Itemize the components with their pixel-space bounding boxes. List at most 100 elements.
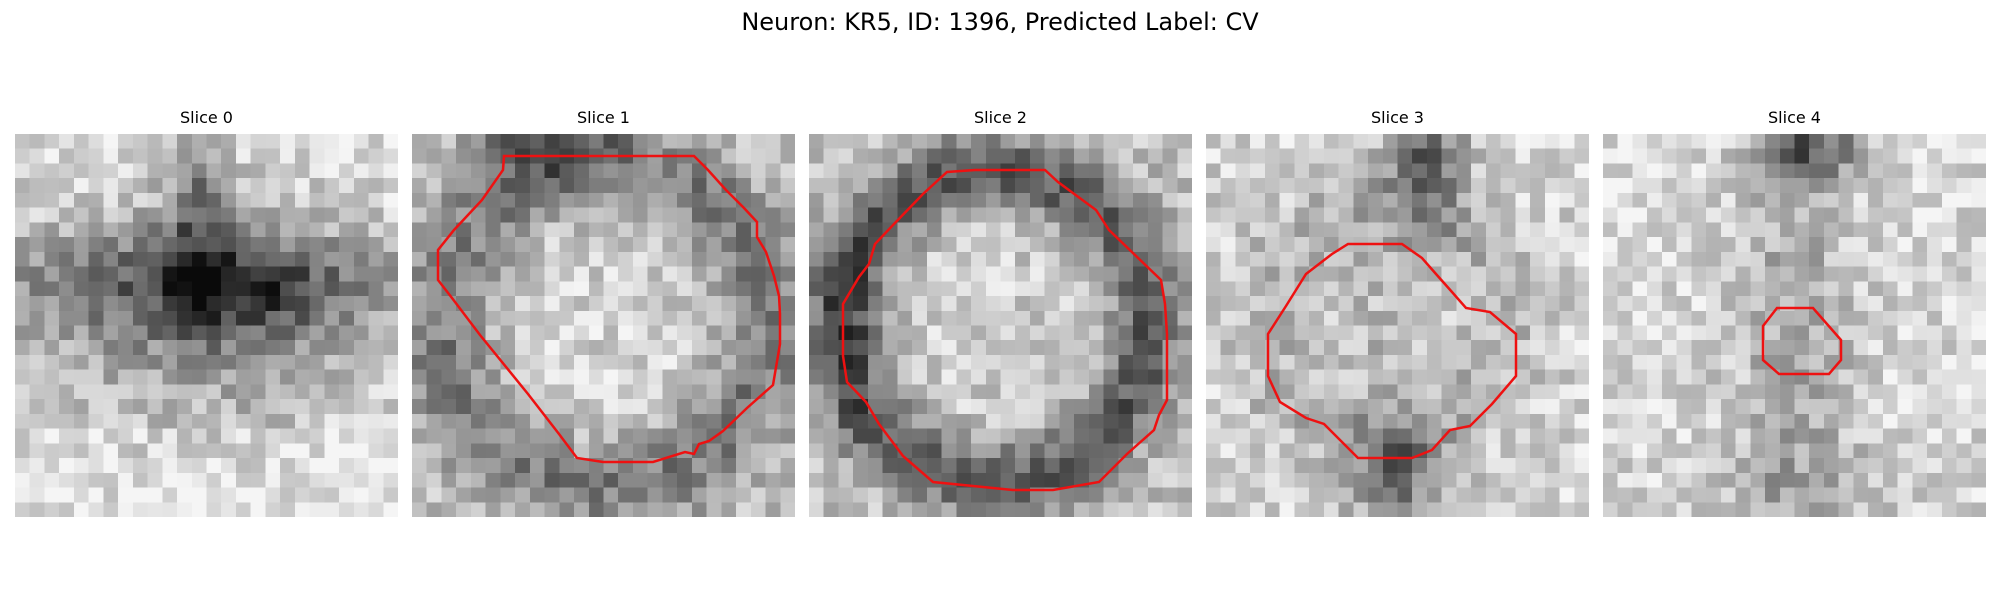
image-pixel [1456, 208, 1471, 223]
image-pixel [1765, 326, 1780, 341]
image-pixel [1603, 237, 1618, 252]
image-pixel [1206, 296, 1221, 311]
image-pixel [1412, 193, 1427, 208]
image-pixel [633, 326, 648, 341]
image-pixel [942, 488, 957, 503]
image-pixel [1691, 370, 1706, 385]
image-pixel [1618, 355, 1633, 370]
image-pixel [30, 267, 45, 282]
image-pixel [1486, 443, 1501, 458]
image-pixel [912, 414, 927, 429]
image-pixel [1721, 488, 1736, 503]
image-pixel [1780, 443, 1795, 458]
image-pixel [118, 311, 133, 326]
image-pixel [1824, 193, 1839, 208]
image-pixel [1339, 252, 1354, 267]
image-pixel [162, 488, 177, 503]
image-pixel [207, 443, 222, 458]
image-pixel [1750, 488, 1765, 503]
image-pixel [1383, 458, 1398, 473]
image-pixel [354, 163, 369, 178]
image-pixel [148, 370, 163, 385]
image-pixel [1045, 340, 1060, 355]
image-pixel [265, 473, 280, 488]
image-pixel [766, 326, 781, 341]
image-pixel [1427, 149, 1442, 164]
image-pixel [927, 296, 942, 311]
image-pixel [1780, 355, 1795, 370]
image-pixel [1647, 502, 1662, 517]
image-pixel [1398, 134, 1413, 149]
image-pixel [1706, 502, 1721, 517]
image-pixel [1853, 458, 1868, 473]
image-pixel [1574, 193, 1589, 208]
image-pixel [500, 340, 515, 355]
image-pixel [1971, 355, 1986, 370]
image-pixel [633, 488, 648, 503]
image-pixel [1235, 370, 1250, 385]
image-pixel [148, 458, 163, 473]
image-pixel [456, 252, 471, 267]
image-pixel [1309, 370, 1324, 385]
image-pixel [1427, 178, 1442, 193]
image-pixel [1339, 399, 1354, 414]
image-pixel [838, 178, 853, 193]
image-pixel [648, 384, 663, 399]
image-pixel [956, 399, 971, 414]
image-pixel [559, 311, 574, 326]
slice-image-3 [1206, 134, 1589, 517]
image-pixel [251, 267, 266, 282]
image-pixel [1398, 370, 1413, 385]
image-pixel [559, 296, 574, 311]
image-pixel [1398, 326, 1413, 341]
image-pixel [1206, 340, 1221, 355]
image-pixel [1706, 208, 1721, 223]
image-pixel [383, 458, 398, 473]
image-pixel [1074, 355, 1089, 370]
image-pixel [500, 267, 515, 282]
image-pixel [1898, 134, 1913, 149]
image-pixel [1456, 193, 1471, 208]
image-pixel [1839, 252, 1854, 267]
image-pixel [868, 473, 883, 488]
image-pixel [1853, 208, 1868, 223]
image-pixel [883, 222, 898, 237]
image-pixel [456, 267, 471, 282]
image-pixel [162, 502, 177, 517]
image-pixel [324, 237, 339, 252]
image-pixel [148, 193, 163, 208]
image-pixel [780, 193, 795, 208]
image-pixel [456, 178, 471, 193]
image-pixel [912, 399, 927, 414]
image-pixel [471, 488, 486, 503]
image-pixel [354, 178, 369, 193]
image-pixel [1677, 296, 1692, 311]
image-pixel [1265, 237, 1280, 252]
image-pixel [1074, 414, 1089, 429]
image-pixel [1501, 222, 1516, 237]
image-pixel [604, 222, 619, 237]
image-pixel [221, 340, 236, 355]
image-pixel [942, 473, 957, 488]
image-pixel [677, 281, 692, 296]
image-pixel [1148, 502, 1163, 517]
image-pixel [1265, 399, 1280, 414]
image-pixel [853, 443, 868, 458]
image-pixel [1309, 193, 1324, 208]
image-pixel [1618, 488, 1633, 503]
image-pixel [1456, 149, 1471, 164]
image-pixel [280, 443, 295, 458]
image-pixel [369, 208, 384, 223]
image-pixel [192, 458, 207, 473]
image-pixel [89, 326, 104, 341]
image-pixel [1324, 296, 1339, 311]
image-pixel [1721, 355, 1736, 370]
image-pixel [133, 267, 148, 282]
image-pixel [633, 384, 648, 399]
image-pixel [1339, 384, 1354, 399]
image-pixel [574, 208, 589, 223]
image-pixel [1486, 414, 1501, 429]
image-pixel [295, 473, 310, 488]
image-pixel [1353, 178, 1368, 193]
image-pixel [1560, 326, 1575, 341]
